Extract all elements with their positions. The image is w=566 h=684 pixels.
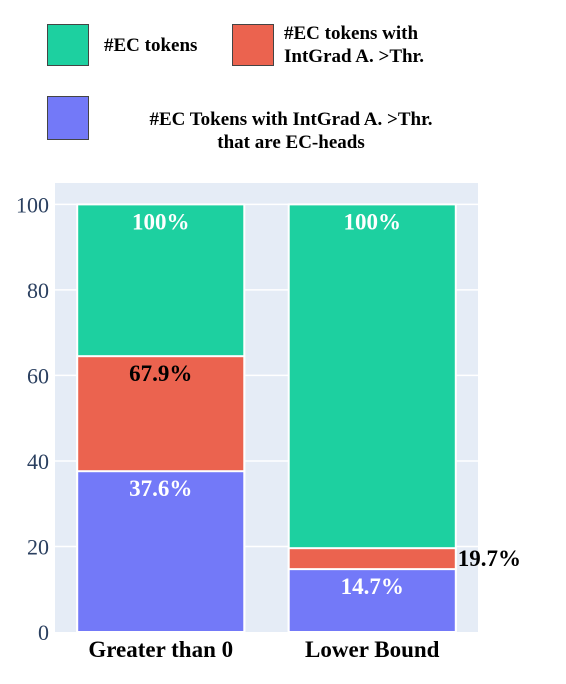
data-label-s3-1: 37.6% xyxy=(129,476,192,501)
legend-label-line1: #EC tokens with xyxy=(284,23,419,44)
y-tick-label: 20 xyxy=(27,534,49,559)
bar-s3-1 xyxy=(76,470,246,633)
legend-swatch-ec-tokens xyxy=(47,24,89,66)
data-label-s2-2: 19.7% xyxy=(458,546,521,571)
y-tick-label: 60 xyxy=(27,363,49,388)
x-tick-label: Lower Bound xyxy=(305,637,440,662)
data-label-s2-1: 67.9% xyxy=(129,361,192,386)
y-tick-label: 0 xyxy=(38,620,49,645)
data-label-s1-1: 100% xyxy=(132,209,190,234)
legend-swatch-ec-tokens-intgrad xyxy=(232,24,274,66)
legend-label-line2: that are EC-heads xyxy=(217,132,365,153)
x-tick-label: Greater than 0 xyxy=(88,637,233,662)
data-label-s1-2: 100% xyxy=(344,209,402,234)
bar-s3-2 xyxy=(287,568,457,634)
legend-label-ec-heads: #EC Tokens with IntGrad A. >Thr. that ar… xyxy=(96,108,486,154)
legend-label-line2: IntGrad A. >Thr. xyxy=(284,46,424,67)
legend-swatch-ec-heads xyxy=(47,96,89,140)
y-tick-label: 80 xyxy=(27,278,49,303)
legend-label-ec-tokens: #EC tokens xyxy=(104,35,198,56)
data-label-s3-2: 14.7% xyxy=(341,574,404,599)
legend-label-ec-tokens-intgrad: #EC tokens with IntGrad A. >Thr. xyxy=(284,22,424,68)
y-tick-label: 40 xyxy=(27,449,49,474)
y-tick-label: 100 xyxy=(16,192,49,217)
legend-label-line1: #EC Tokens with IntGrad A. >Thr. xyxy=(149,109,433,130)
